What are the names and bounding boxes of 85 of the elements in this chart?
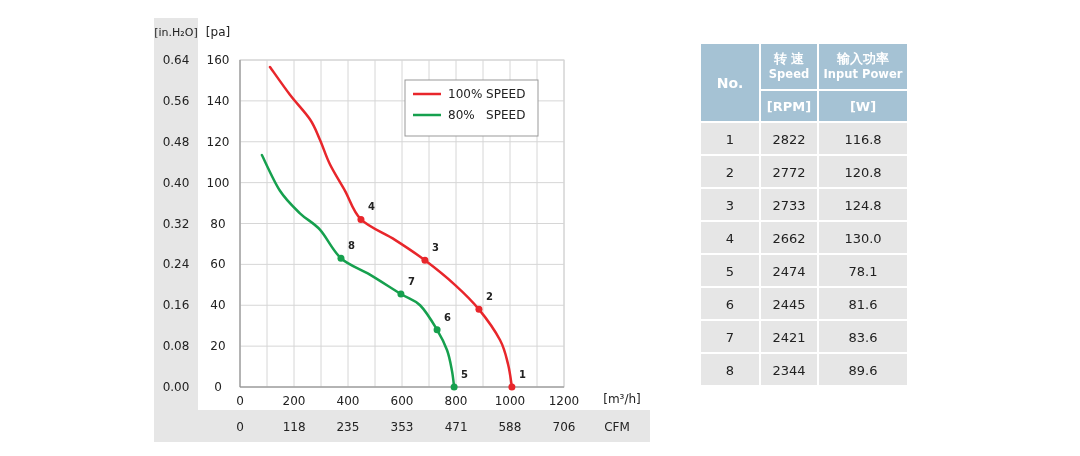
y2-tick-label: 0.08 [162,339,190,354]
x-tick-label: [RPM] [766,99,812,114]
data-label: 124.8 [844,197,882,213]
x-axis-title: [m³/h] [603,392,641,406]
annotation: 7 [407,276,415,288]
text: 转 速 [772,51,806,66]
legend-label: 80% SPEED [448,108,526,122]
x-tick-label: 1000 [494,394,526,408]
point [450,383,458,391]
data-label: 83.6 [848,329,878,345]
data-label: 2421 [772,329,806,345]
data-label: 2662 [772,230,806,246]
y-tick-label: 0 [214,380,222,394]
text: Speed [768,67,810,81]
x-tick-label: 600 [390,394,414,408]
x2-tick-label: 588 [498,420,522,434]
annotation: 2 [485,291,493,303]
point [397,290,405,298]
y-tick-label: 20 [210,339,226,354]
point [421,256,429,264]
y2-tick-label: 0.64 [162,53,190,67]
x2-tick-label: 118 [282,420,306,434]
data-label: 2344 [772,362,806,378]
y-tick-label: 7 [725,329,735,345]
x-tick-label: 400 [336,394,360,408]
y-tick-label: 1 [725,131,735,147]
y-tick-label: 6 [725,296,735,312]
y2-tick-label: 0.16 [162,298,190,313]
annotation: 3 [431,242,439,254]
y2-tick-label: 0.00 [162,380,190,394]
x-tick-label: [W] [849,99,877,114]
y2-axis-title: [in.H₂O] [154,26,198,39]
point [475,305,483,313]
point [508,383,516,391]
data-label: 81.6 [848,296,878,312]
y2-tick-label: 0.40 [162,175,190,190]
y-axis-title: [pa] [205,25,231,39]
data-label: 2772 [772,164,806,180]
point [357,215,365,223]
y-axis-title: No. [716,74,744,91]
annotation: 5 [461,369,469,380]
data-label: 2733 [772,197,806,213]
data-label: 89.6 [848,362,878,378]
x2-tick-label: 471 [444,420,468,434]
text: Input Power [823,67,903,81]
y-tick-label: 3 [725,197,735,213]
y2-tick-label: 0.56 [162,93,190,108]
x-tick-label: 800 [444,394,468,408]
annotation: 1 [518,369,526,380]
y-tick-label: 2 [725,164,735,180]
point [337,254,345,262]
x2-tick-label: 706 [552,420,576,434]
annotation: 4 [367,201,375,213]
y2-tick-label: 0.32 [162,216,190,231]
point [433,326,441,334]
x-tick-label: 1200 [548,394,580,408]
y2-tick-label: 0.24 [162,257,190,272]
x2-tick-label: 353 [390,420,414,434]
y-tick-label: 80 [210,216,226,231]
y-tick-label: 60 [210,257,226,272]
data-label: 120.8 [844,164,882,180]
data-label: 116.8 [844,131,882,147]
data-label: 2445 [772,296,806,312]
x2-axis-title: CFM [604,420,630,434]
annotation: 6 [444,311,452,323]
x-tick-label: 0 [236,394,244,408]
x-tick-label: 200 [282,394,306,408]
y-tick-label: 160 [206,53,230,67]
y2-tick-label: 0.48 [162,134,190,149]
data-label: 2822 [772,131,806,147]
y-tick-label: 40 [210,298,226,313]
y-tick-label: 8 [725,362,735,378]
x2-tick-label: 0 [236,420,244,434]
text: 输入功率 [836,51,889,66]
y-tick-label: 120 [206,134,230,149]
data-label: 2474 [772,263,806,279]
x2-tick-label: 235 [336,420,360,434]
y-tick-label: 5 [725,263,735,279]
annotation: 8 [347,240,355,252]
legend-label: 100% SPEED [448,87,526,101]
y-tick-label: 140 [206,93,230,108]
y-tick-label: 4 [725,230,735,246]
data-label: 78.1 [848,263,878,279]
data-label: 130.0 [844,230,882,246]
y-tick-label: 100 [206,175,230,190]
